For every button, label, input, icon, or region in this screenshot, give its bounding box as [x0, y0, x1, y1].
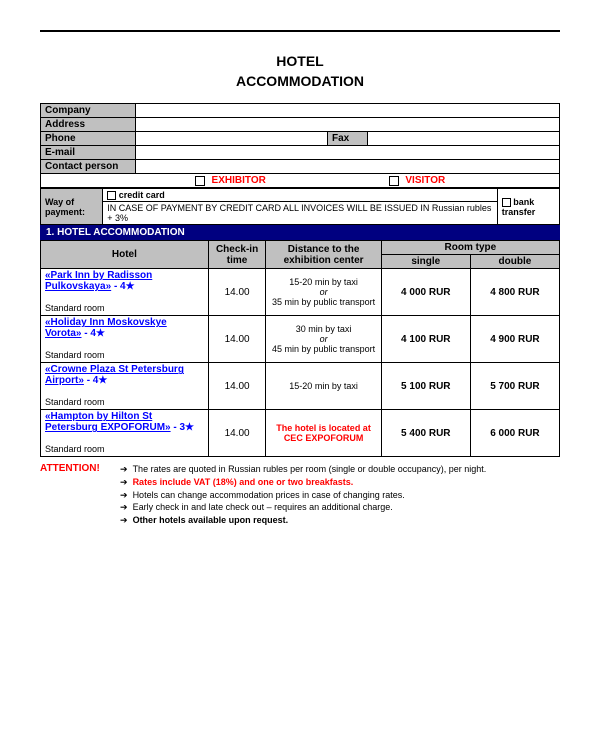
attention-block: ATTENTION! ➔ The rates are quoted in Rus…	[40, 463, 560, 526]
hotel-stars: - 3★	[173, 422, 194, 433]
top-rule	[40, 30, 560, 32]
hotel-cell: «Holiday Inn Moskovskye Vorota» - 4★ Stan…	[41, 316, 209, 363]
payment-note: IN CASE OF PAYMENT BY CREDIT CARD ALL IN…	[103, 202, 497, 225]
hotel-cell: «Crowne Plaza St Petersburg Airport» - 4…	[41, 363, 209, 410]
visitor-checkbox[interactable]	[389, 176, 399, 186]
standard-room-label: Standard room	[45, 303, 105, 313]
checkin-cell: 14.00	[208, 410, 266, 457]
info-table: Company Address Phone Fax E-mail Contact…	[40, 103, 560, 188]
standard-room-label: Standard room	[45, 350, 105, 360]
email-label: E-mail	[41, 146, 136, 160]
hotel-cell: «Hampton by Hilton St Petersburg EXPOFOR…	[41, 410, 209, 457]
contact-label: Contact person	[41, 160, 136, 174]
standard-room-label: Standard room	[45, 397, 105, 407]
attention-line: ➔ Early check in and late check out – re…	[120, 501, 560, 514]
section-hotel-accommodation: 1. HOTEL ACCOMMODATION	[40, 225, 560, 240]
fax-value	[367, 132, 559, 146]
address-label: Address	[41, 118, 136, 132]
hotel-cell: «Park Inn by Radisson Pulkovskaya» - 4★ S…	[41, 269, 209, 316]
col-single: single	[381, 255, 470, 269]
exhibitor-checkbox[interactable]	[195, 176, 205, 186]
attention-line: ➔ Other hotels available upon request.	[120, 514, 560, 527]
accommodation-table: Hotel Check-in time Distance to the exhi…	[40, 240, 560, 457]
attention-line: ➔ The rates are quoted in Russian rubles…	[120, 463, 560, 476]
phone-label: Phone	[41, 132, 136, 146]
title-line2: ACCOMMODATION	[236, 73, 364, 89]
single-price: 5 400 RUR	[381, 410, 470, 457]
role-row: EXHIBITOR VISITOR	[41, 174, 560, 188]
payment-label: Way of payment:	[41, 189, 103, 225]
exhibitor-label: EXHIBITOR	[212, 175, 266, 186]
title-line1: HOTEL	[276, 53, 323, 69]
contact-value	[136, 160, 560, 174]
attention-label: ATTENTION!	[40, 463, 120, 526]
distance-cell: 30 min by taxior45 min by public transpo…	[266, 316, 381, 363]
col-checkin: Check-in time	[208, 241, 266, 269]
hotel-stars: - 4★	[114, 281, 135, 292]
single-price: 4 100 RUR	[381, 316, 470, 363]
double-price: 5 700 RUR	[470, 363, 559, 410]
phone-value	[136, 132, 328, 146]
hotel-name-link[interactable]: «Park Inn by Radisson Pulkovskaya»	[45, 270, 152, 292]
distance-cell: The hotel is located at CEC EXPOFORUM	[266, 410, 381, 457]
attention-line: ➔ Hotels can change accommodation prices…	[120, 489, 560, 502]
single-price: 5 100 RUR	[381, 363, 470, 410]
double-price: 4 900 RUR	[470, 316, 559, 363]
distance-cell: 15-20 min by taxi	[266, 363, 381, 410]
checkin-cell: 14.00	[208, 269, 266, 316]
hotel-stars: - 4★	[87, 375, 108, 386]
bank-transfer-checkbox[interactable]	[502, 198, 511, 207]
credit-card-checkbox[interactable]	[107, 191, 116, 200]
hotel-name-link[interactable]: «Crowne Plaza St Petersburg Airport»	[45, 364, 184, 386]
company-value	[136, 104, 560, 118]
page-title: HOTEL ACCOMMODATION	[40, 52, 560, 91]
checkin-cell: 14.00	[208, 363, 266, 410]
col-roomtype: Room type	[381, 241, 559, 255]
double-price: 4 800 RUR	[470, 269, 559, 316]
hotel-name-link[interactable]: «Hampton by Hilton St Petersburg EXPOFOR…	[45, 411, 171, 433]
col-distance: Distance to the exhibition center	[266, 241, 381, 269]
address-value	[136, 118, 560, 132]
fax-label: Fax	[327, 132, 367, 146]
double-price: 6 000 RUR	[470, 410, 559, 457]
payment-table: Way of payment: credit card bank transfe…	[40, 188, 560, 225]
checkin-cell: 14.00	[208, 316, 266, 363]
hotel-stars: - 4★	[84, 328, 105, 339]
single-price: 4 000 RUR	[381, 269, 470, 316]
hotel-name-link[interactable]: «Holiday Inn Moskovskye Vorota»	[45, 317, 167, 339]
email-value	[136, 146, 560, 160]
company-label: Company	[41, 104, 136, 118]
attention-lines: ➔ The rates are quoted in Russian rubles…	[120, 463, 560, 526]
col-hotel: Hotel	[41, 241, 209, 269]
distance-cell: 15-20 min by taxior35 min by public tran…	[266, 269, 381, 316]
standard-room-label: Standard room	[45, 444, 105, 454]
visitor-label: VISITOR	[405, 175, 445, 186]
attention-line: ➔ Rates include VAT (18%) and one or two…	[120, 476, 560, 489]
credit-card-label: credit card	[119, 190, 165, 200]
col-double: double	[470, 255, 559, 269]
